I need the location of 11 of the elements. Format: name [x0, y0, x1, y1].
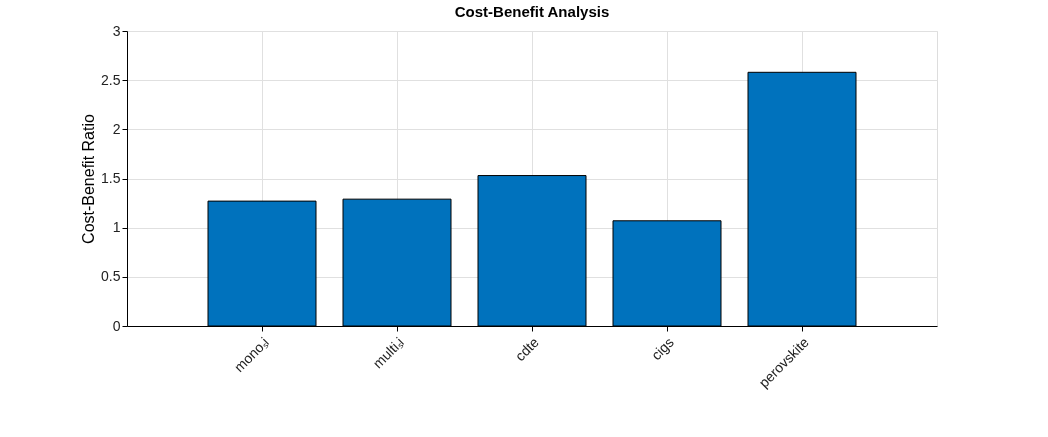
y-tick-label: 0.5: [101, 268, 121, 285]
x-tick-label: cigs: [647, 334, 677, 364]
y-tick-label: 2.5: [101, 71, 121, 88]
y-tick-label: 0: [112, 317, 121, 334]
chart-title: Cost-Benefit Analysis: [454, 3, 610, 20]
x-tick-label: cdte: [511, 333, 543, 365]
y-tick-label: 1.5: [101, 170, 121, 186]
y-axis-title: Cost-Benefit Ratio: [80, 113, 98, 244]
y-tick-label: 1: [112, 219, 121, 236]
y-tick-label: 3: [112, 22, 121, 39]
y-tick-label: 2: [112, 120, 121, 137]
